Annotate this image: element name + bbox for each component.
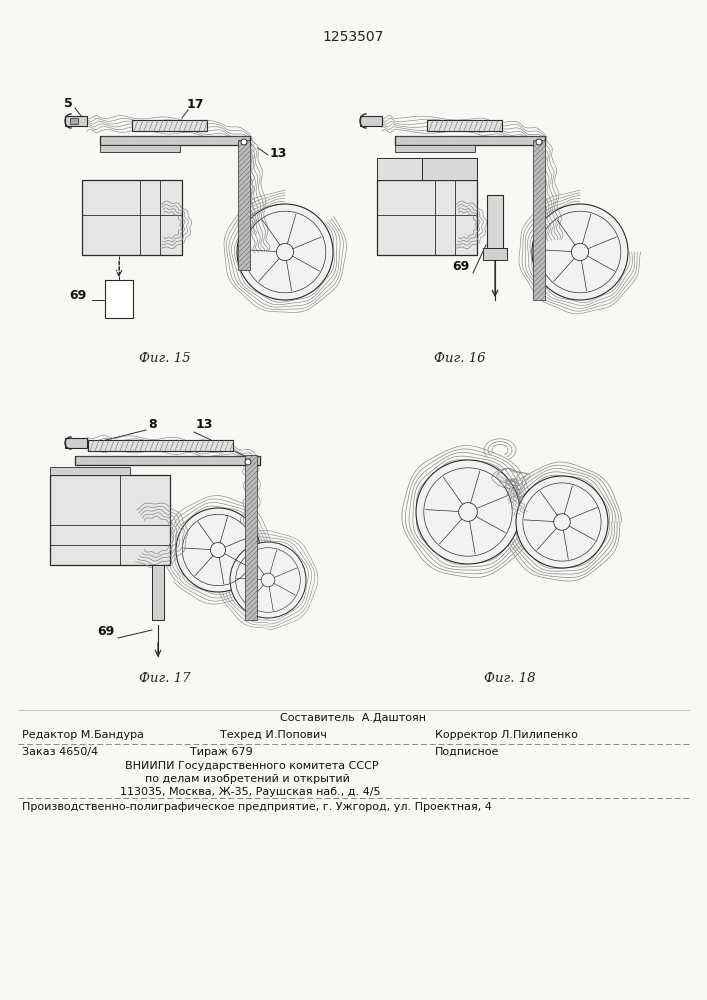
Text: Фиг. 17: Фиг. 17 [139,672,191,685]
Bar [238,140,250,270]
Bar [533,140,545,300]
Bar [152,565,164,620]
Circle shape [176,508,260,592]
Bar [395,145,475,152]
Text: Фиг. 16: Фиг. 16 [434,352,486,365]
Text: Фиг. 18: Фиг. 18 [484,672,536,685]
Bar [70,118,78,124]
Circle shape [241,139,247,145]
Text: Составитель  А.Даштоян: Составитель А.Даштоян [280,713,426,723]
Text: 1253507: 1253507 [322,30,384,44]
Bar [100,145,180,152]
Bar [377,180,477,255]
Text: по делам изобретений и открытий: по делам изобретений и открытий [145,774,350,784]
Text: 13: 13 [270,147,287,160]
Bar [75,456,260,465]
Text: 8: 8 [148,418,158,431]
Text: Корректор Л.Пилипенко: Корректор Л.Пилипенко [435,730,578,740]
Circle shape [245,459,251,465]
Circle shape [532,204,628,300]
Text: Заказ 4650/4: Заказ 4650/4 [22,747,98,757]
Text: 69: 69 [98,625,115,638]
Text: 13: 13 [196,418,214,431]
Text: ВНИИПИ Государственного комитета СССР: ВНИИПИ Государственного комитета СССР [125,761,379,771]
Circle shape [261,573,275,587]
Text: 17: 17 [186,98,204,111]
Circle shape [276,243,293,261]
Bar [427,120,502,131]
Circle shape [237,204,333,300]
Text: Техред И.Попович: Техред И.Попович [220,730,327,740]
Text: 5: 5 [64,97,72,110]
Text: 69: 69 [452,260,470,273]
Text: 69: 69 [70,289,87,302]
Text: Тираж 679: Тираж 679 [190,747,252,757]
Bar [65,438,87,448]
Circle shape [459,503,477,521]
Bar [88,440,233,451]
Circle shape [516,476,608,568]
Circle shape [571,243,589,261]
Bar [487,195,503,255]
Circle shape [416,460,520,564]
Bar [65,116,87,126]
Circle shape [230,542,306,618]
Text: Фиг. 15: Фиг. 15 [139,352,191,365]
Bar [377,158,422,180]
Text: Производственно-полиграфическое предприятие, г. Ужгород, ул. Проектная, 4: Производственно-полиграфическое предприя… [22,802,492,812]
Bar [422,158,477,180]
Bar [50,467,130,475]
Bar [360,116,382,126]
Circle shape [554,514,571,530]
Circle shape [211,542,226,558]
Text: Редактор М.Бандура: Редактор М.Бандура [22,730,144,740]
Bar [82,180,182,255]
Bar [105,280,133,318]
Bar [50,475,170,565]
Circle shape [536,139,542,145]
Bar [132,120,207,131]
Bar [245,455,257,620]
Bar [395,136,545,145]
Text: 113035, Москва, Ж-35, Раушская наб., д. 4/5: 113035, Москва, Ж-35, Раушская наб., д. … [120,787,380,797]
Bar [483,248,507,260]
Text: Подписное: Подписное [435,747,499,757]
Bar [100,136,250,145]
